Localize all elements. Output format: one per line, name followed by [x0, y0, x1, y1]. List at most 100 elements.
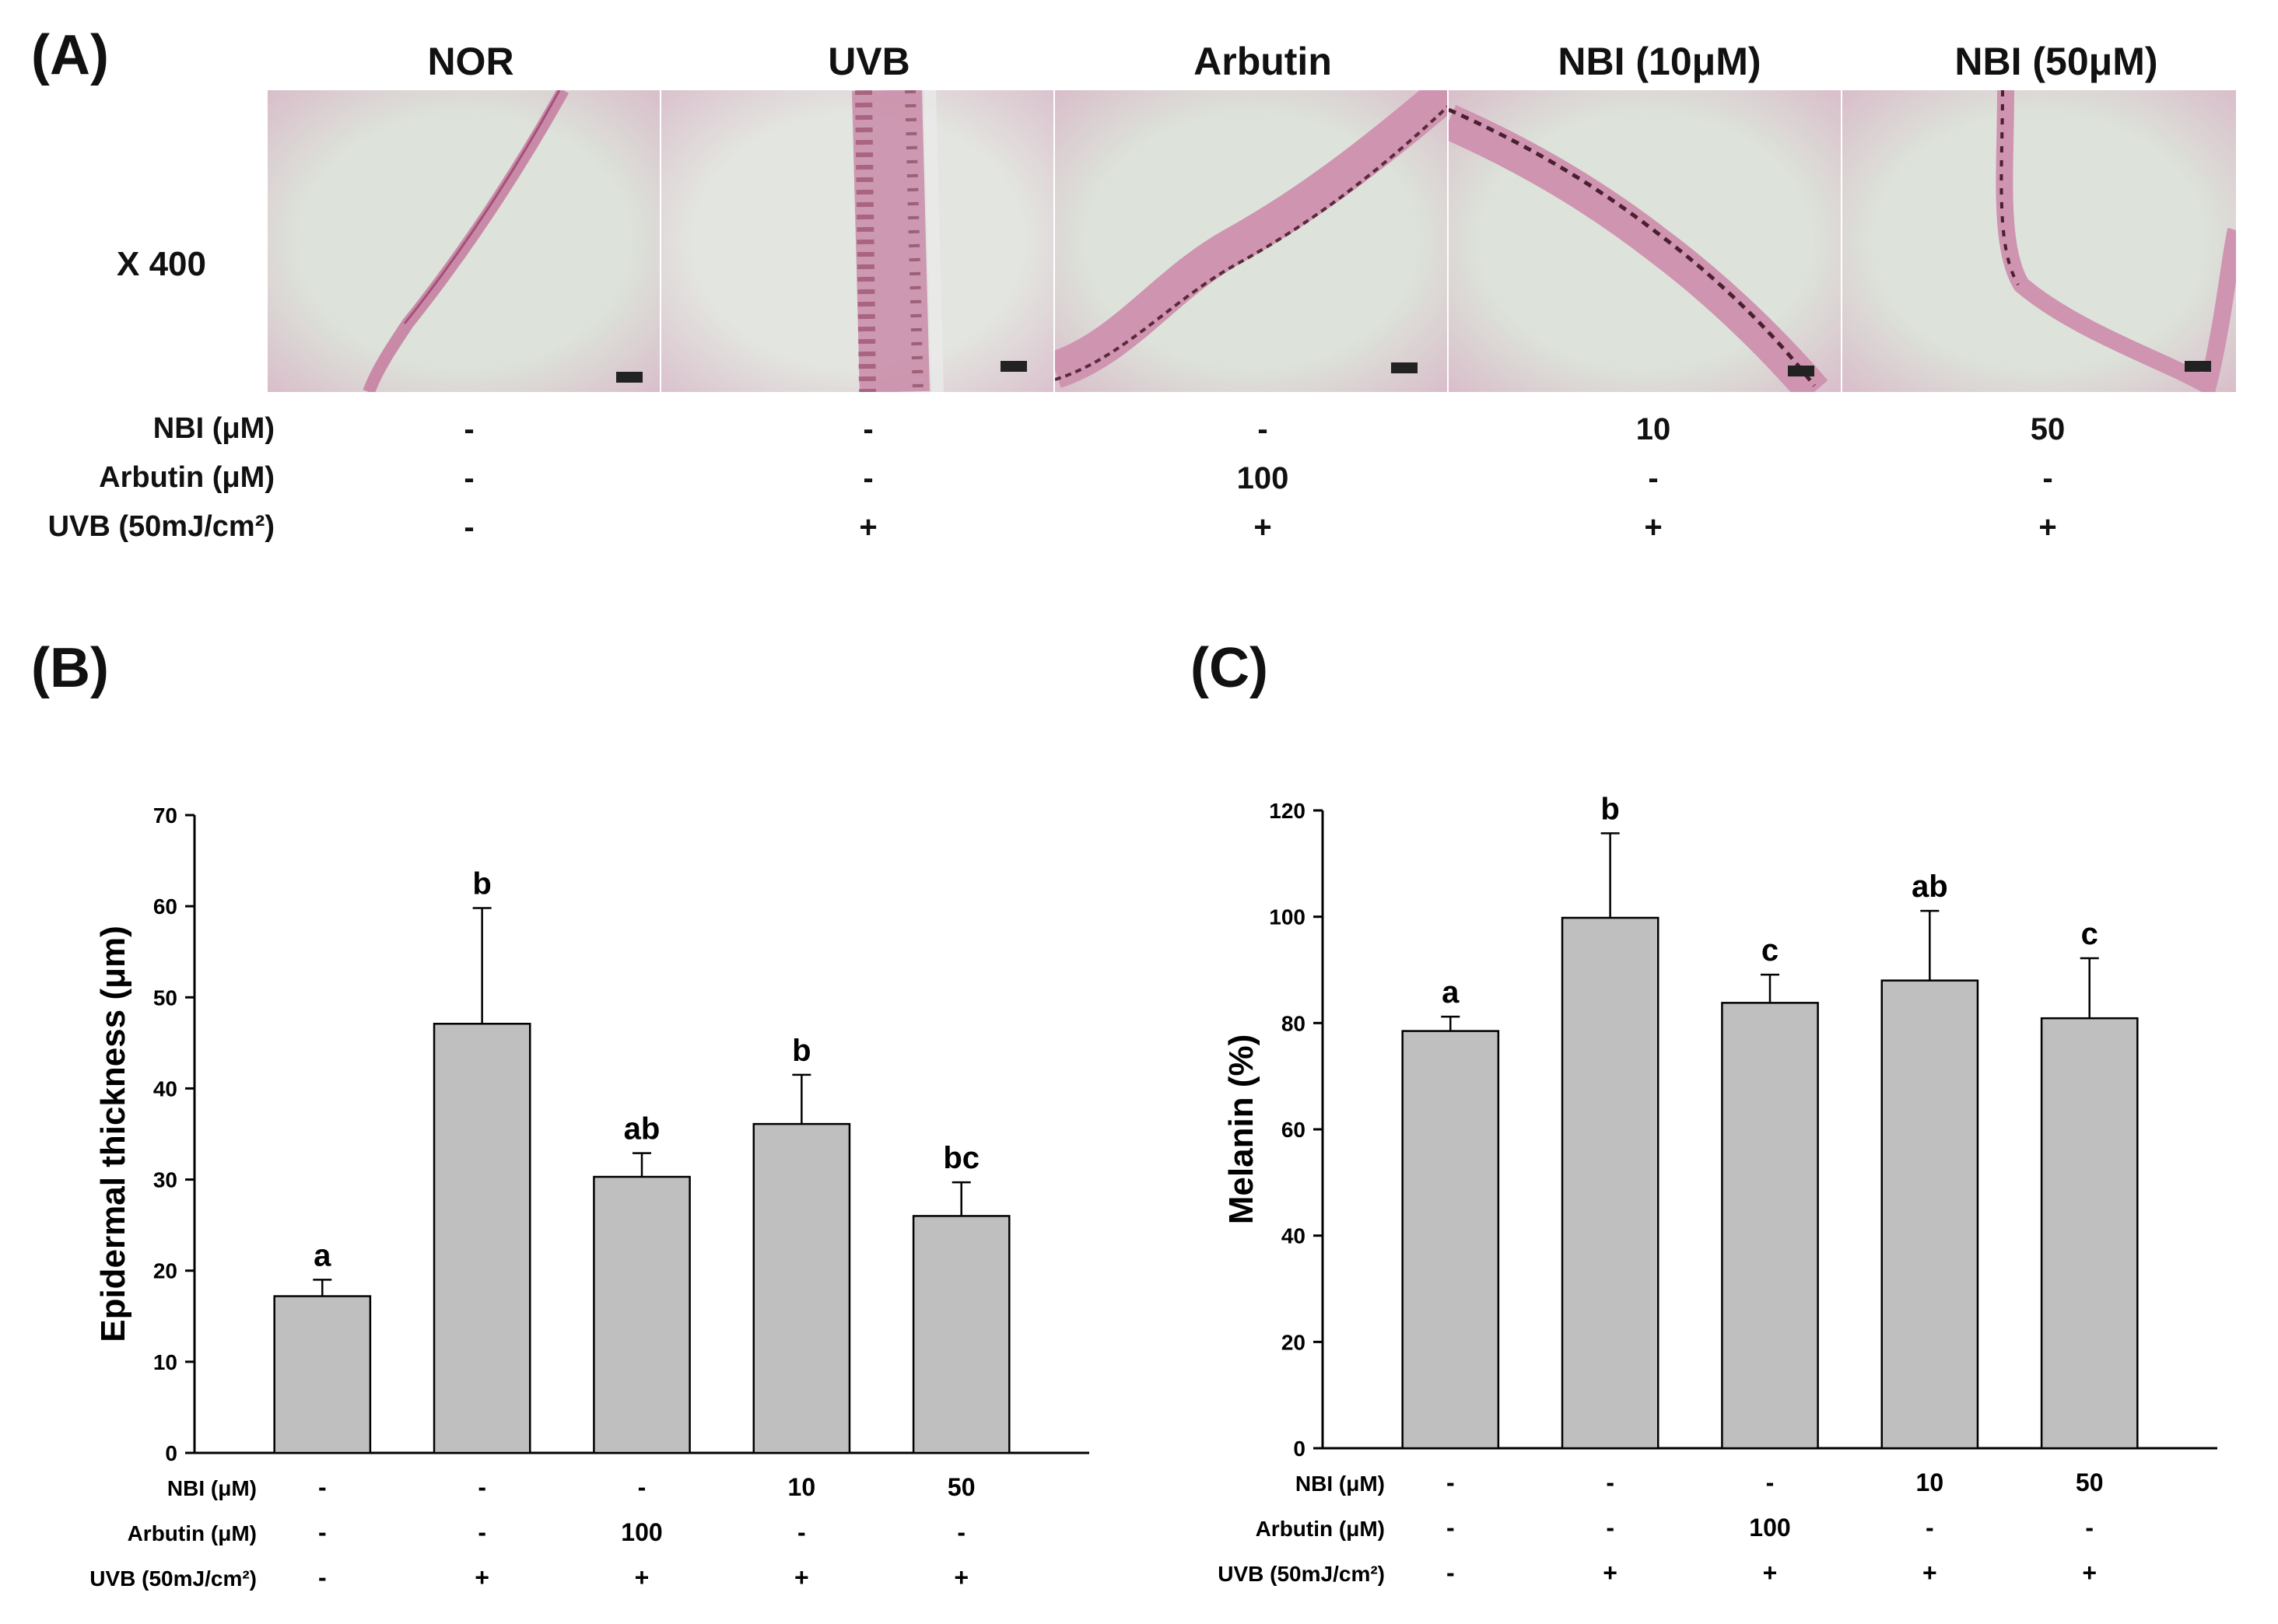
- group-title-nbi-10: NBI (10μM): [1558, 40, 1761, 83]
- condition-value: +: [635, 1563, 650, 1591]
- condition-label: Arbutin (μM): [128, 1521, 257, 1545]
- cond-value: +: [2038, 510, 2057, 544]
- bar: [1561, 916, 1659, 1450]
- group-title-nor: NOR: [427, 40, 514, 83]
- condition-value: -: [318, 1518, 327, 1546]
- cond-value: -: [1257, 412, 1268, 446]
- condition-value: -: [478, 1473, 486, 1501]
- group-title-nbi-50: NBI (50μM): [1954, 40, 2158, 83]
- y-tick-label: 50: [153, 985, 177, 1010]
- condition-value: +: [954, 1563, 969, 1591]
- panel-a: (A) NOR UVB Arbutin NBI (10μM) NBI (50μM…: [0, 0, 2278, 576]
- significance-label: c: [2081, 917, 2098, 951]
- condition-value: 100: [1749, 1514, 1790, 1542]
- group-title-uvb: UVB: [828, 40, 910, 83]
- condition-value: -: [797, 1518, 806, 1546]
- condition-value: 50: [2076, 1468, 2104, 1496]
- cond-label-nbi: NBI (μM): [152, 412, 275, 445]
- y-tick-label: 20: [1281, 1330, 1305, 1354]
- condition-value: 100: [621, 1518, 662, 1546]
- condition-label: NBI (μM): [167, 1476, 257, 1500]
- y-tick-label: 80: [1281, 1011, 1305, 1035]
- bar: [593, 1175, 691, 1454]
- condition-value: -: [1926, 1514, 1934, 1542]
- cond-value: -: [2042, 461, 2053, 495]
- significance-label: ab: [624, 1112, 661, 1146]
- condition-value: 10: [788, 1473, 816, 1501]
- cond-value: +: [859, 510, 878, 544]
- y-axis-label: Epidermal thickness (μm): [94, 926, 132, 1342]
- micrograph-nor: [266, 90, 661, 392]
- panel-a-label: (A): [31, 24, 109, 86]
- cond-value: -: [464, 510, 475, 544]
- cond-value: -: [464, 412, 475, 446]
- cond-value: 100: [1236, 461, 1289, 495]
- bar: [1880, 979, 1979, 1450]
- y-tick-label: 30: [153, 1168, 177, 1192]
- group-title-arbutin: Arbutin: [1193, 40, 1332, 83]
- y-tick-label: 0: [1293, 1437, 1305, 1461]
- micrograph-uvb: [660, 90, 1055, 392]
- epidermal-thickness-chart: 0 10 20 30 40 50 60 70 Epidermal thickness (μm) a…: [89, 803, 1089, 1591]
- condition-label: Arbutin (μM): [1256, 1517, 1385, 1541]
- bar: [273, 1295, 372, 1454]
- condition-label: NBI (μM): [1295, 1472, 1385, 1496]
- y-tick-label: 20: [153, 1259, 177, 1283]
- condition-value: 50: [948, 1473, 976, 1501]
- magnification-label: X 400: [117, 245, 206, 283]
- y-tick-label: 10: [153, 1350, 177, 1374]
- melanin-chart: 0 20 40 60 80 100 120 Melanin (%) a - - - b - - + c - 100 +…: [1218, 792, 2217, 1587]
- condition-value: -: [1446, 1559, 1455, 1587]
- condition-value: -: [2085, 1514, 2094, 1542]
- y-tick-label: 60: [153, 894, 177, 919]
- condition-value: -: [957, 1518, 966, 1546]
- condition-value: -: [318, 1473, 327, 1501]
- y-tick-label: 40: [153, 1076, 177, 1101]
- condition-value: -: [1766, 1468, 1775, 1496]
- cond-value: -: [863, 412, 874, 446]
- condition-value: -: [478, 1518, 486, 1546]
- condition-label: UVB (50mJ/cm²): [1218, 1562, 1385, 1586]
- cond-value: +: [1253, 510, 1272, 544]
- condition-value: -: [1606, 1468, 1614, 1496]
- significance-label: ab: [1912, 870, 1948, 904]
- cond-label-arbutin: Arbutin (μM): [99, 461, 275, 494]
- cond-value: -: [1648, 461, 1659, 495]
- y-tick-label: 120: [1269, 799, 1305, 823]
- cond-value: +: [1644, 510, 1663, 544]
- y-tick-label: 0: [165, 1441, 177, 1465]
- y-tick-label: 40: [1281, 1224, 1305, 1248]
- condition-value: +: [475, 1563, 489, 1591]
- y-tick-label: 70: [153, 803, 177, 828]
- bar: [2040, 1017, 2139, 1450]
- y-tick-label: 100: [1269, 905, 1305, 929]
- condition-value: 10: [1916, 1468, 1944, 1496]
- condition-value: +: [1603, 1559, 1617, 1587]
- y-tick-label: 60: [1281, 1118, 1305, 1142]
- cond-value: -: [464, 461, 475, 495]
- micrograph-arbutin: [1053, 90, 1449, 392]
- condition-value: -: [638, 1473, 647, 1501]
- condition-value: +: [794, 1563, 809, 1591]
- bar: [1721, 1002, 1819, 1450]
- y-axis-label: Melanin (%): [1222, 1034, 1260, 1224]
- significance-label: b: [792, 1034, 811, 1068]
- cond-value: 50: [2030, 412, 2066, 446]
- condition-value: +: [1922, 1559, 1937, 1587]
- condition-value: +: [2082, 1559, 2097, 1587]
- significance-label: c: [1761, 933, 1779, 968]
- condition-label: UVB (50mJ/cm²): [89, 1566, 257, 1591]
- condition-value: -: [1446, 1514, 1455, 1542]
- cond-value: 10: [1635, 412, 1671, 446]
- bar: [433, 1023, 531, 1454]
- panel-c-label: (C): [1190, 637, 1268, 699]
- significance-label: bc: [943, 1141, 980, 1175]
- condition-value: -: [1606, 1514, 1614, 1542]
- bar: [1401, 1030, 1500, 1450]
- condition-value: +: [1763, 1559, 1778, 1587]
- bar: [752, 1122, 851, 1454]
- micrograph-nbi-10: [1447, 90, 1842, 392]
- cond-value: -: [863, 461, 874, 495]
- significance-label: a: [314, 1238, 331, 1272]
- cond-label-uvb: UVB (50mJ/cm²): [47, 510, 275, 543]
